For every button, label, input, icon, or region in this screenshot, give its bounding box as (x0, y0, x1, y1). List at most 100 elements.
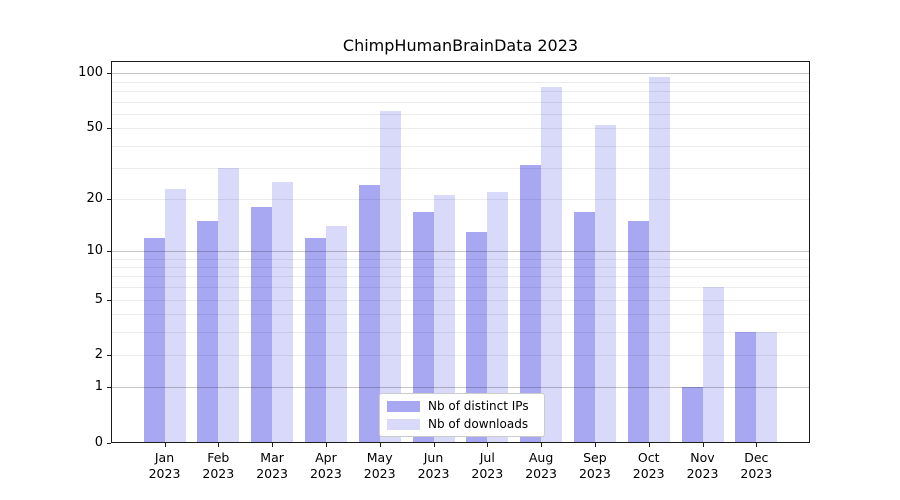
chart-title: ChimpHumanBrainData 2023 (342, 36, 579, 55)
bar-downloads-mar (272, 182, 294, 443)
x-tick-year: 2023 (632, 465, 665, 481)
y-tick-label: 10 (86, 242, 103, 258)
x-tick-mark (756, 443, 758, 447)
gridline-minor (111, 113, 810, 115)
y-tick-label: 0 (94, 435, 103, 450)
y-tick-mark (107, 387, 111, 389)
x-tick-label: Dec 2023 (726, 450, 786, 481)
x-tick-month: Nov (690, 450, 715, 465)
x-tick-month: Feb (207, 450, 230, 465)
x-tick-label: May 2023 (350, 450, 410, 481)
gridline-major (111, 387, 810, 389)
gridline-minor (111, 355, 810, 357)
bar-distinct-ips-apr (304, 237, 326, 443)
x-tick-month: May (366, 450, 393, 465)
x-tick-year: 2023 (309, 465, 342, 481)
gridline-minor (111, 128, 810, 130)
y-tick-label: 50 (86, 120, 103, 136)
x-tick-month: Jul (479, 450, 495, 465)
x-tick-mark (218, 443, 220, 447)
x-tick-mark (379, 443, 381, 447)
x-tick-year: 2023 (740, 465, 773, 481)
bar-downloads-dec (756, 331, 778, 443)
x-tick-year: 2023 (363, 465, 396, 481)
bar-distinct-ips-mar (251, 207, 273, 443)
bar-distinct-ips-jan (143, 237, 165, 443)
x-tick-year: 2023 (256, 465, 288, 481)
bar-distinct-ips-feb (197, 220, 219, 443)
bar-downloads-jul (487, 191, 509, 443)
x-tick-year: 2023 (578, 465, 611, 481)
bar-downloads-oct (648, 76, 670, 443)
bar-distinct-ips-dec (735, 331, 757, 443)
x-tick-month: Jun (423, 450, 444, 465)
x-tick-mark (594, 443, 596, 447)
y-tick-mark (107, 128, 111, 130)
x-tick-mark (541, 443, 543, 447)
gridline-major (111, 250, 810, 252)
bar-distinct-ips-nov (681, 387, 703, 443)
y-tick-mark (107, 199, 111, 201)
legend-swatch-downloads (387, 418, 420, 430)
x-tick-label: Oct 2023 (619, 450, 679, 481)
bar-downloads-sep (594, 125, 616, 443)
x-tick-label: Aug 2023 (511, 450, 571, 481)
x-tick-year: 2023 (202, 465, 235, 481)
x-tick-mark (325, 443, 327, 447)
y-tick-mark (107, 355, 111, 357)
gridline-minor (111, 299, 810, 301)
legend-label-downloads: Nb of downloads (428, 417, 529, 431)
bar-downloads-may (379, 111, 401, 443)
legend-item-downloads: Nb of downloads (387, 417, 537, 431)
x-tick-month: Sep (583, 450, 607, 465)
bar-distinct-ips-may (358, 185, 380, 443)
x-tick-mark (272, 443, 274, 447)
x-tick-mark (702, 443, 704, 447)
legend-label-distinct-ips: Nb of distinct IPs (428, 399, 529, 413)
x-tick-label: Feb 2023 (188, 450, 248, 481)
gridline-minor (111, 145, 810, 147)
bar-distinct-ips-jun (412, 211, 434, 443)
x-tick-label: Mar 2023 (242, 450, 302, 481)
x-tick-month: Apr (315, 450, 337, 465)
x-tick-month: Jan (154, 450, 175, 465)
bar-distinct-ips-aug (520, 165, 542, 443)
x-tick-mark (648, 443, 650, 447)
bar-downloads-aug (541, 87, 563, 443)
x-tick-label: Nov 2023 (673, 450, 733, 481)
gridline-minor (111, 287, 810, 289)
bar-downloads-jun (433, 195, 455, 443)
x-tick-month: Oct (637, 450, 660, 465)
y-tick-mark (107, 299, 111, 301)
bar-downloads-nov (702, 287, 724, 443)
x-tick-year: 2023 (686, 465, 719, 481)
legend-swatch-distinct-ips (387, 400, 420, 412)
legend-item-distinct-ips: Nb of distinct IPs (387, 399, 537, 413)
gridline-minor (111, 101, 810, 103)
gridline-minor (111, 331, 810, 333)
gridline-minor (111, 276, 810, 278)
x-tick-label: Jul 2023 (457, 450, 517, 481)
gridline-minor (111, 314, 810, 316)
legend: Nb of distinct IPs Nb of downloads (379, 393, 545, 437)
y-tick-label: 5 (94, 291, 103, 307)
gridline-minor (111, 267, 810, 269)
bar-distinct-ips-sep (573, 211, 595, 443)
x-tick-label: Jan 2023 (135, 450, 195, 481)
bar-downloads-feb (218, 168, 240, 443)
y-tick-mark (107, 73, 111, 75)
y-tick-label: 2 (94, 347, 103, 363)
x-tick-month: Mar (260, 450, 284, 465)
y-tick-label: 100 (78, 65, 103, 81)
y-tick-mark (107, 443, 111, 444)
x-tick-label: Apr 2023 (296, 450, 356, 481)
bar-downloads-jan (164, 188, 186, 443)
x-tick-year: 2023 (148, 465, 181, 481)
x-tick-year: 2023 (417, 465, 450, 481)
y-tick-mark (107, 250, 111, 252)
bar-distinct-ips-jul (466, 231, 488, 443)
x-tick-year: 2023 (471, 465, 504, 481)
y-tick-label: 20 (86, 191, 103, 207)
bar-distinct-ips-oct (627, 220, 649, 443)
